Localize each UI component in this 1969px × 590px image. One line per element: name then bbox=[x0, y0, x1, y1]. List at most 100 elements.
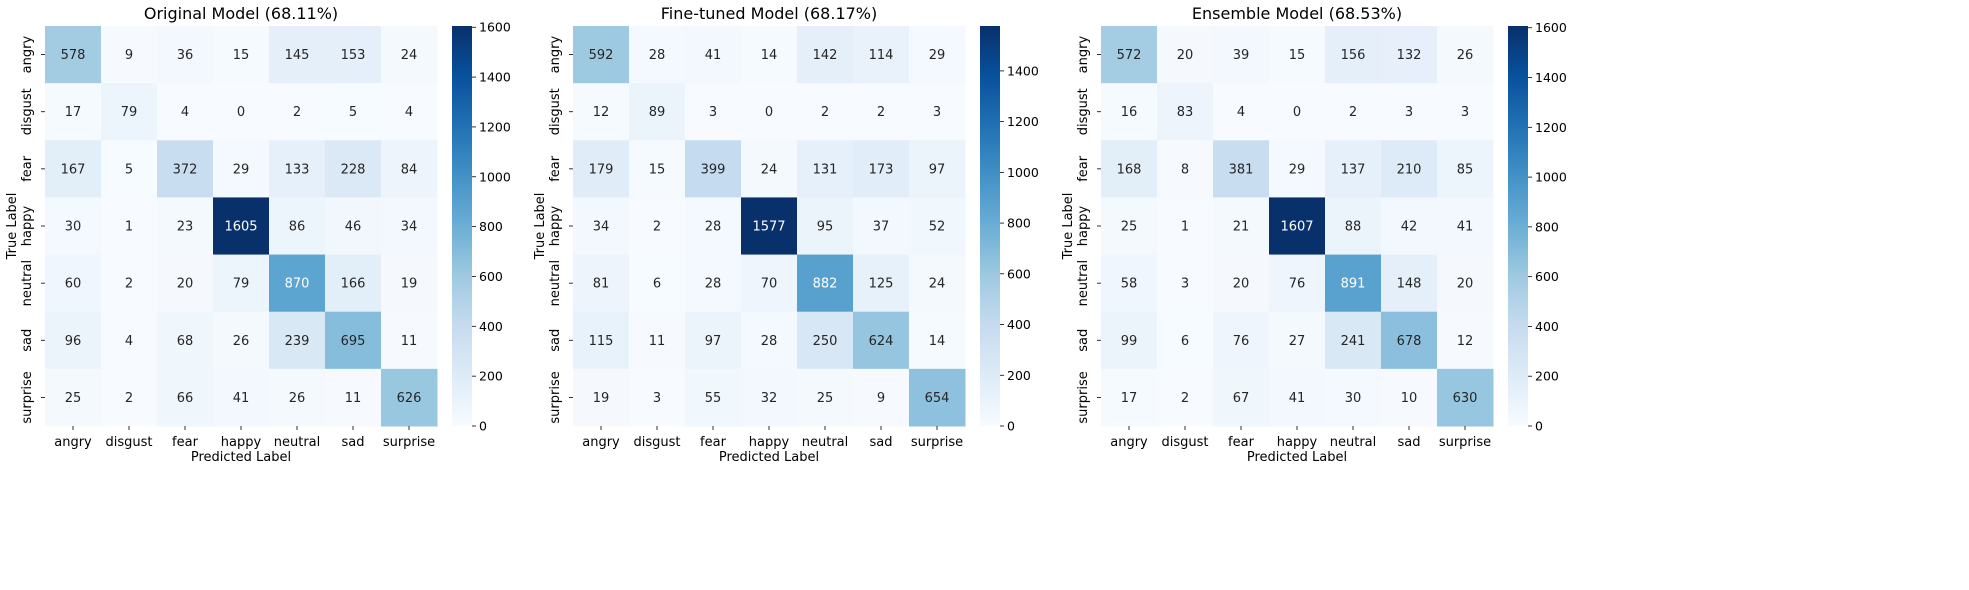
cell-value-label: 1607 bbox=[1280, 220, 1313, 235]
y-tick-label: angry bbox=[1076, 36, 1091, 74]
heatmap-cell bbox=[1269, 197, 1326, 256]
x-tick-label: surprise bbox=[383, 435, 435, 450]
heatmap-cell bbox=[101, 26, 158, 84]
heatmap-cell bbox=[685, 311, 742, 370]
heatmap-cell bbox=[1381, 368, 1438, 427]
colorbar-tick-label: 1200 bbox=[1535, 120, 1567, 135]
heatmap-cell bbox=[1157, 368, 1214, 427]
colorbar-tick-label: 1000 bbox=[1535, 170, 1567, 185]
x-tick-label: sad bbox=[1398, 435, 1421, 450]
y-tick-label: surprise bbox=[1076, 371, 1091, 423]
cell-value-label: 14 bbox=[761, 48, 778, 63]
heatmap-cell bbox=[1269, 254, 1326, 313]
heatmap-cell bbox=[629, 311, 686, 370]
cell-value-label: 1 bbox=[125, 220, 133, 235]
y-tick-label: disgust bbox=[1076, 88, 1091, 135]
y-tick-label: sad bbox=[20, 329, 35, 352]
heatmap-cell bbox=[1213, 83, 1270, 141]
heatmap-cell bbox=[381, 83, 438, 141]
heatmap-cell bbox=[1101, 311, 1158, 370]
heatmap-cell bbox=[909, 311, 966, 370]
cell-value-label: 142 bbox=[813, 48, 838, 63]
cell-value-label: 0 bbox=[765, 105, 773, 120]
heatmap-cell bbox=[741, 140, 798, 198]
heatmap-cell bbox=[269, 254, 326, 313]
cell-value-label: 210 bbox=[1397, 162, 1422, 177]
colorbar-tick-label: 200 bbox=[1007, 368, 1031, 383]
cell-value-label: 6 bbox=[1181, 334, 1189, 349]
cell-value-label: 173 bbox=[869, 162, 894, 177]
heatmap-cell bbox=[1381, 140, 1438, 198]
colorbar-tick-label: 800 bbox=[1007, 216, 1031, 231]
cell-value-label: 60 bbox=[65, 277, 82, 292]
heatmap-cell bbox=[741, 368, 798, 427]
heatmap-cell bbox=[1325, 254, 1382, 313]
cell-value-label: 125 bbox=[869, 277, 894, 292]
cell-value-label: 84 bbox=[401, 162, 418, 177]
cell-value-label: 168 bbox=[1117, 162, 1142, 177]
x-tick-label: happy bbox=[749, 435, 790, 450]
heatmap-cell bbox=[45, 140, 102, 198]
heatmap-cell bbox=[1381, 197, 1438, 256]
heatmap-cell bbox=[45, 254, 102, 313]
cell-value-label: 3 bbox=[1181, 277, 1189, 292]
cell-value-label: 29 bbox=[1289, 162, 1306, 177]
colorbar-tick-label: 1400 bbox=[479, 70, 511, 85]
heatmap-cell bbox=[1437, 254, 1494, 313]
heatmap-cell bbox=[853, 197, 910, 256]
cell-value-label: 2 bbox=[125, 277, 133, 292]
x-tick-label: disgust bbox=[1162, 435, 1209, 450]
heatmap-cell bbox=[1325, 26, 1382, 84]
cell-value-label: 3 bbox=[709, 105, 717, 120]
cell-value-label: 81 bbox=[593, 277, 610, 292]
heatmap-cell bbox=[45, 26, 102, 84]
heatmap-cell bbox=[797, 197, 854, 256]
heatmap-cell bbox=[213, 254, 270, 313]
heatmap-cell bbox=[1437, 311, 1494, 370]
heatmap-cell bbox=[45, 83, 102, 141]
y-axis-label: True Label bbox=[5, 193, 20, 261]
colorbar bbox=[980, 26, 1000, 426]
cell-value-label: 132 bbox=[1397, 48, 1422, 63]
cell-value-label: 79 bbox=[121, 105, 138, 120]
heatmap-cell bbox=[1437, 83, 1494, 141]
heatmap-cell bbox=[213, 83, 270, 141]
cell-value-label: 34 bbox=[593, 220, 610, 235]
cell-value-label: 9 bbox=[125, 48, 133, 63]
cell-value-label: 1605 bbox=[224, 220, 257, 235]
cell-value-label: 372 bbox=[173, 162, 198, 177]
cell-value-label: 19 bbox=[401, 277, 418, 292]
y-tick-label: happy bbox=[20, 205, 35, 246]
x-tick-label: fear bbox=[172, 435, 199, 450]
cell-value-label: 166 bbox=[341, 277, 366, 292]
heatmap-cell bbox=[909, 26, 966, 84]
x-axis-label: Predicted Label bbox=[719, 450, 819, 465]
x-tick-label: sad bbox=[342, 435, 365, 450]
heatmap-cell bbox=[325, 140, 382, 198]
cell-value-label: 32 bbox=[761, 391, 778, 406]
heatmap-cell bbox=[381, 368, 438, 427]
colorbar-tick-label: 1600 bbox=[1535, 20, 1567, 35]
x-tick-label: fear bbox=[700, 435, 727, 450]
heatmap-cell bbox=[853, 368, 910, 427]
heatmap-cell bbox=[573, 140, 630, 198]
cell-value-label: 381 bbox=[1229, 162, 1254, 177]
cell-value-label: 41 bbox=[1289, 391, 1306, 406]
cell-value-label: 4 bbox=[181, 105, 189, 120]
colorbar-tick-label: 1600 bbox=[479, 20, 511, 35]
cell-value-label: 167 bbox=[61, 162, 86, 177]
cell-value-label: 29 bbox=[233, 162, 250, 177]
colorbar-tick-label: 1200 bbox=[1007, 114, 1039, 129]
cell-value-label: 578 bbox=[61, 48, 86, 63]
colorbar-tick-label: 200 bbox=[479, 369, 503, 384]
colorbar-tick-label: 1000 bbox=[1007, 165, 1039, 180]
cell-value-label: 626 bbox=[397, 391, 422, 406]
cell-value-label: 114 bbox=[869, 48, 894, 63]
heatmap-cell bbox=[909, 254, 966, 313]
cell-value-label: 654 bbox=[925, 391, 950, 406]
heatmap-cell bbox=[325, 368, 382, 427]
colorbar bbox=[452, 26, 472, 426]
cell-value-label: 241 bbox=[1341, 334, 1366, 349]
heatmap-cell bbox=[573, 83, 630, 141]
cell-value-label: 14 bbox=[929, 334, 946, 349]
